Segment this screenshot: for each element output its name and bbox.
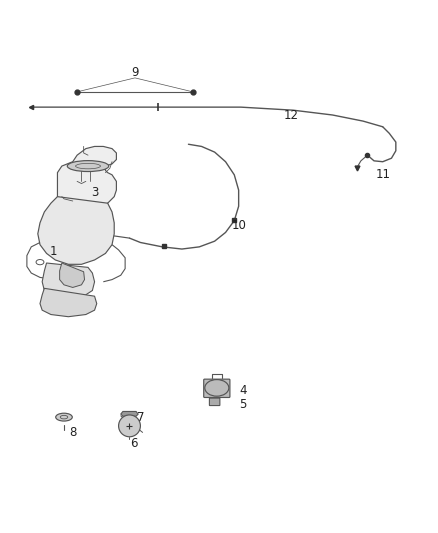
Text: 4: 4	[239, 384, 247, 398]
Text: 10: 10	[231, 219, 246, 231]
Polygon shape	[38, 197, 114, 264]
Text: 3: 3	[91, 186, 98, 199]
Ellipse shape	[205, 379, 229, 396]
Polygon shape	[60, 263, 85, 287]
Text: 12: 12	[283, 109, 299, 123]
Text: 7: 7	[137, 410, 144, 424]
Polygon shape	[57, 147, 117, 210]
Ellipse shape	[67, 160, 109, 172]
Polygon shape	[121, 411, 138, 416]
Circle shape	[119, 415, 141, 437]
Text: 1: 1	[49, 245, 57, 258]
Text: 9: 9	[131, 66, 139, 79]
FancyBboxPatch shape	[204, 379, 230, 398]
Text: 6: 6	[130, 437, 138, 450]
Ellipse shape	[56, 413, 72, 421]
Text: 5: 5	[239, 398, 247, 410]
Text: 8: 8	[69, 426, 76, 439]
Text: 11: 11	[375, 168, 390, 181]
Polygon shape	[40, 288, 97, 317]
FancyBboxPatch shape	[209, 398, 220, 406]
Polygon shape	[42, 263, 95, 299]
